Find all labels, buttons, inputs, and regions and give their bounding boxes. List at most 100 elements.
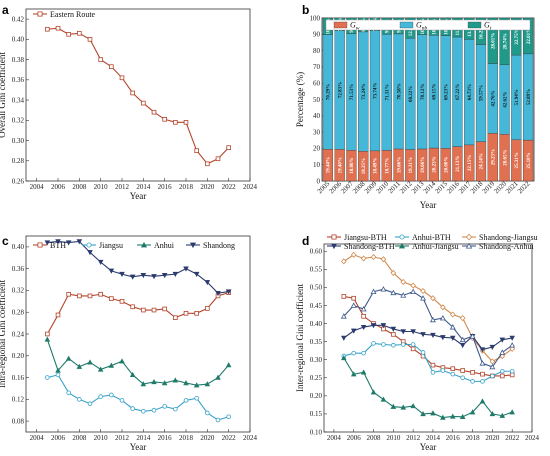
data-point [509,342,516,348]
data-point [183,120,189,125]
legend-swatch [333,21,348,29]
panel-c: 0.08 0.12 0.16 0.20 0.24 0.28 0.32 0.36 0.40 2004… [0,234,258,452]
data-point [440,304,446,311]
y-tick-label: 0.36 [12,265,25,273]
data-point [390,326,397,332]
data-point [470,370,475,375]
x-tick-label: 2014 [136,434,151,442]
data-point [391,332,396,337]
data-point [66,390,71,396]
legend-marker [465,233,473,241]
bar-value-label: 22.15% [468,155,473,171]
data-point [439,315,446,321]
legend-label: Anhui-Jiangsu [412,242,459,251]
y-tick-label: 0.34 [12,96,25,104]
bar-value-label: 52.89% [527,89,532,105]
data-point [151,407,157,413]
legend-marker [86,242,92,248]
data-point [380,286,387,292]
data-point [449,335,456,341]
bar-value-label: 28.01% [491,33,496,49]
y-tick-label: 0.45 [310,302,323,310]
data-point [410,403,416,409]
data-point [151,274,157,280]
bar-value-label: 68.22% [409,86,414,102]
data-point [351,295,357,301]
data-point [87,37,93,42]
y-tick-label: 0.35 [310,338,323,346]
data-point [420,287,426,295]
y-tick-label: 10 [313,161,321,169]
data-point [449,311,456,318]
data-point [215,290,221,297]
data-point [215,374,221,380]
y-tick-label: 0.08 [12,417,25,425]
data-point [215,156,221,162]
legend-subscript: nb [422,25,428,31]
data-point [129,371,136,378]
data-point [429,316,436,323]
y-tick-label: 0.40 [12,36,25,44]
data-point [479,347,486,353]
x-tick-label: 2024 [243,183,258,191]
data-point [420,350,426,355]
data-point [183,311,189,316]
data-point [130,304,135,310]
bar-value-label: 70.29% [327,84,332,100]
y-tick-label: 0.60 [310,248,323,256]
y-tick-label: 0.38 [12,56,25,64]
data-point [400,292,407,298]
bar-value-label: 28.65% [503,150,508,166]
data-point [449,324,456,330]
data-point [183,266,189,272]
data-point [77,30,82,36]
data-point [440,335,446,341]
legend-label: Anhui [154,241,175,250]
data-point [489,363,496,370]
data-point [215,417,221,423]
bar-value-label: 59.57% [480,85,485,101]
data-point [108,362,115,368]
data-point [350,371,357,377]
bar-value-label: 73.24% [362,83,367,99]
y-tick-label: 0.40 [12,243,25,251]
data-point [130,90,135,96]
data-point [205,410,210,416]
bar-value-label: 18.86% [350,158,355,174]
data-point [45,375,50,380]
data-point [400,342,406,347]
data-point [479,398,486,404]
bar-segment-t [487,17,498,64]
data-point [55,372,61,378]
legend-marker [37,11,43,17]
bar-value-label: 18.49% [374,158,379,174]
data-point [360,255,367,262]
data-point [141,100,146,106]
legend-marker [399,234,405,240]
y-tick-label: 0.12 [12,396,25,404]
data-point [499,412,506,418]
y-axis-label: Intra-regional Gini coefficient [0,279,7,388]
legend-label: Gt [484,21,492,32]
data-point [391,342,396,348]
bar-value-label: 64.73% [468,84,473,100]
bar-value-label: 22.75% [515,28,520,44]
data-point [87,401,93,406]
bar-segment-t [522,17,534,55]
bar-value-label: 18.77% [385,158,390,174]
bar-value-label: 16.29% [480,23,485,39]
data-point [193,382,200,388]
data-point [370,288,377,295]
data-point [226,414,231,420]
data-point [350,251,357,258]
legend-label: Shandong-BTH [344,242,395,251]
data-point [172,377,179,383]
legend-label: Gw [350,21,360,32]
x-tick-label: 2010 [386,434,401,442]
data-point [119,75,125,81]
data-point [459,413,466,420]
x-tick-label: 2006 [51,434,66,442]
x-tick-label: 2022 [222,183,237,191]
data-point [109,392,114,398]
